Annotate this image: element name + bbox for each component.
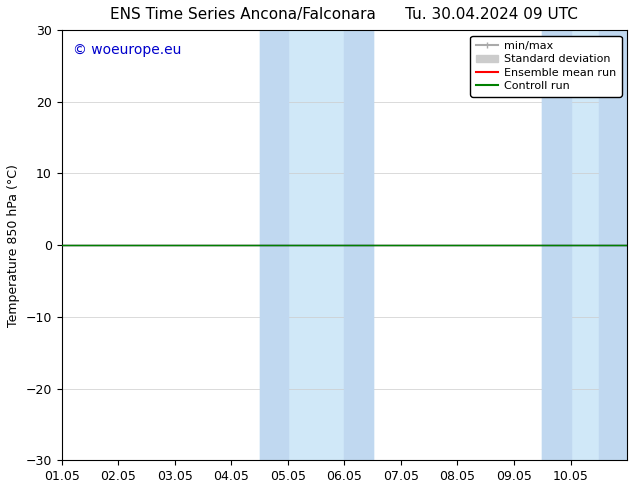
- Text: © woeurope.eu: © woeurope.eu: [73, 43, 181, 57]
- Bar: [542, 30, 627, 460]
- Bar: [344, 30, 373, 460]
- Title: ENS Time Series Ancona/Falconara      Tu. 30.04.2024 09 UTC: ENS Time Series Ancona/Falconara Tu. 30.…: [110, 7, 578, 22]
- Bar: [259, 30, 288, 460]
- Bar: [542, 30, 571, 460]
- Y-axis label: Temperature 850 hPa (°C): Temperature 850 hPa (°C): [7, 164, 20, 327]
- Legend: min/max, Standard deviation, Ensemble mean run, Controll run: min/max, Standard deviation, Ensemble me…: [470, 36, 621, 97]
- Bar: [259, 30, 373, 460]
- Bar: [598, 30, 627, 460]
